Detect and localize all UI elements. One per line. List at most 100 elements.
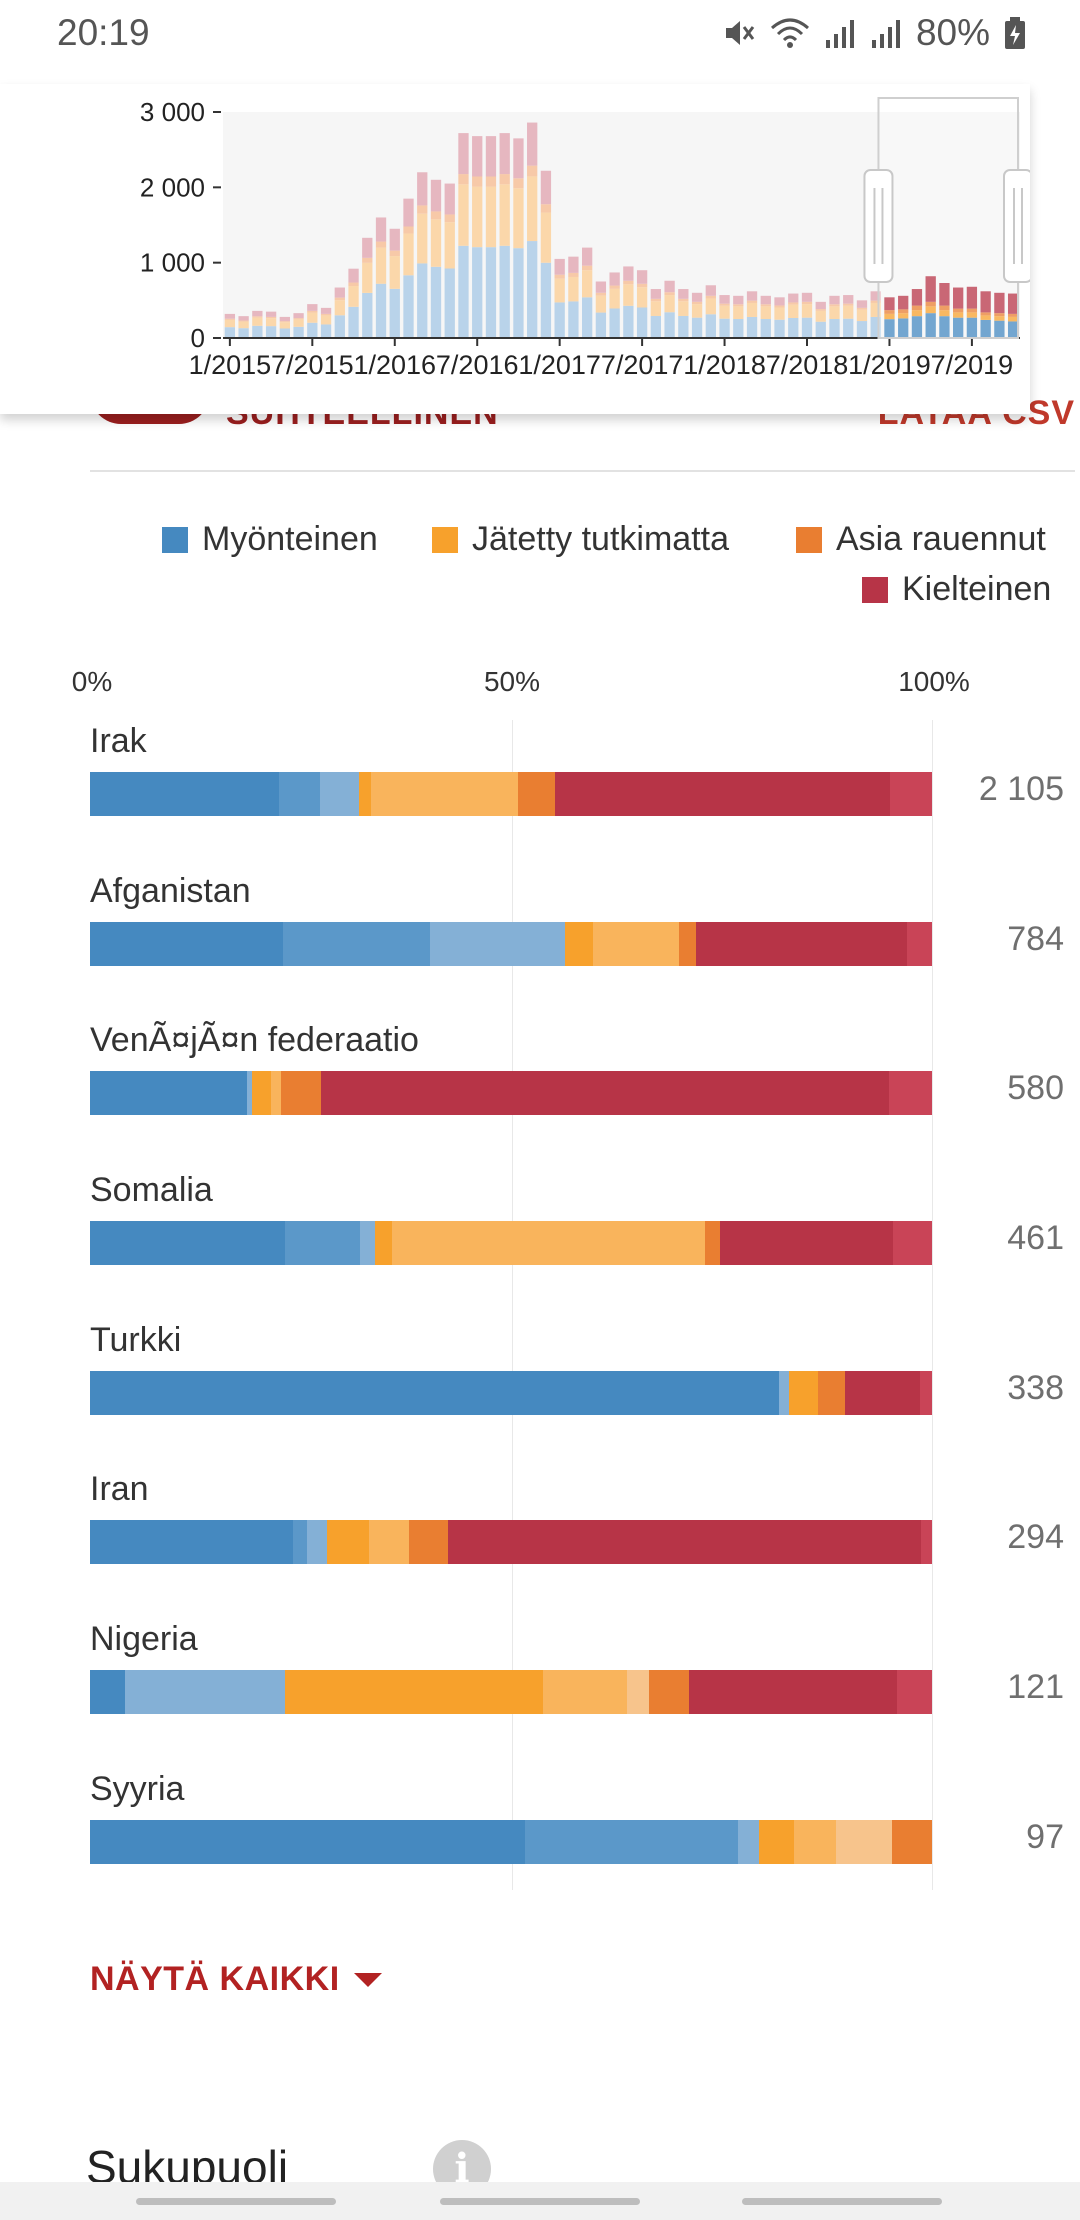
legend-swatch [432,526,458,553]
overview-bar [224,313,236,319]
overview-bar [224,318,236,320]
overview-bar [581,265,593,271]
overview-bar [843,303,854,306]
y-tick-label: 0 [191,323,205,353]
bar-segment [788,1371,819,1415]
overview-bar [623,284,634,306]
bar-segment [125,1670,286,1714]
overview-bar [980,319,991,338]
country-row[interactable]: Syyria 97 [90,1770,1080,1910]
overview-bar [444,222,455,269]
overview-bar [705,314,716,338]
overview-bar [485,136,497,177]
country-row[interactable]: VenÃ¤jÃ¤n federaatio 580 [90,1021,1080,1161]
bar-segment [564,922,593,966]
overview-bar [691,304,703,318]
overview-bar [966,317,978,338]
overview-bar [719,305,730,319]
overview-bar [568,272,579,277]
overview-bar [458,174,469,185]
country-row[interactable]: Somalia 461 [90,1171,1080,1311]
bar-segment [90,1221,286,1265]
nav-pill-center[interactable] [440,2198,640,2205]
legend-item-myonteinen[interactable]: Myönteinen [162,520,378,559]
bar-segment [320,1071,890,1115]
overview-bar [815,310,826,322]
overview-bar [540,170,552,205]
country-row[interactable]: Turkki 338 [90,1321,1080,1461]
overview-bar [348,286,359,307]
country-row[interactable]: Nigeria 121 [90,1620,1080,1760]
legend-item-kielteinen[interactable]: Kielteinen [862,570,1051,609]
stacked-bar [90,1670,932,1714]
range-handle-left [863,169,894,283]
overview-bar [953,287,964,309]
overview-bar [856,309,868,322]
country-name: Iran [90,1470,149,1508]
overview-bar [843,295,854,304]
overview-bar [911,316,923,338]
overview-bar [760,295,771,305]
divider [90,470,1075,472]
axis-label-100: 100% [898,666,970,697]
x-tick-label: 7/2015 [271,350,354,380]
overview-bar [540,204,552,213]
overview-bar [1007,316,1019,322]
overview-bar [540,262,552,338]
overview-bar [733,306,744,320]
overview-chart[interactable]: 0 1 000 2 000 3 000 1/2015 7/2015 1/2016 7/2016… [0,84,1030,414]
overview-bar [939,305,950,311]
country-row[interactable]: Irak 2 105 [90,722,1080,862]
overview-bar [540,212,552,263]
overview-bar [884,313,895,320]
overview-bar [966,312,978,318]
overview-bar [856,307,868,310]
overview-bar [925,306,936,314]
bar-segment [893,1221,932,1265]
nav-pill-right[interactable] [742,2198,942,2205]
overview-bar [513,178,524,189]
overview-bar [375,241,387,248]
overview-bar [389,288,400,338]
overview-bar [664,312,675,338]
overview-bar [238,316,249,321]
country-name: Somalia [90,1171,213,1209]
bar-segment [704,1221,720,1265]
overview-bar [898,295,909,310]
overview-bar [623,266,634,281]
legend-item-asia-rauennut[interactable]: Asia rauennut [796,520,1046,559]
country-row[interactable]: Afganistan 784 [90,872,1080,1012]
x-tick-label: 1/2017 [518,350,601,380]
x-tick-label: 7/2017 [601,350,684,380]
overview-bar [527,241,538,338]
overview-bar [856,300,868,308]
overview-bar [788,317,799,338]
overview-bar [293,313,304,319]
overview-bar [430,211,442,220]
overview-bar [774,305,785,308]
overview-bar [678,315,689,338]
show-all-button[interactable]: NÄYTÄ KAIKKI [90,1960,382,1999]
legend-item-jatetty-tutkimatta[interactable]: Jätetty tutkimatta [432,520,729,559]
status-bar: 20:19 80% [0,0,1080,66]
legend-swatch [862,576,888,603]
overview-bar [664,292,675,296]
overview-bar [623,305,634,338]
bar-segment [392,1221,705,1265]
overview-bar [568,301,579,338]
overview-bar [320,313,332,316]
bar-segment [90,1670,126,1714]
show-all-label: NÄYTÄ KAIKKI [90,1960,340,1998]
overview-bar [554,258,565,275]
overview-bar [609,285,620,289]
country-row[interactable]: Iran 294 [90,1470,1080,1610]
overview-bar [362,262,373,293]
overview-bar [554,274,565,279]
overview-bar [527,165,538,177]
stacked-bar [90,922,932,966]
legend-label: Jätetty tutkimatta [472,520,729,558]
nav-pill-left[interactable] [136,2198,336,2205]
overview-bar [224,327,236,338]
overview-bar [293,319,304,327]
overview-bar [925,301,936,307]
